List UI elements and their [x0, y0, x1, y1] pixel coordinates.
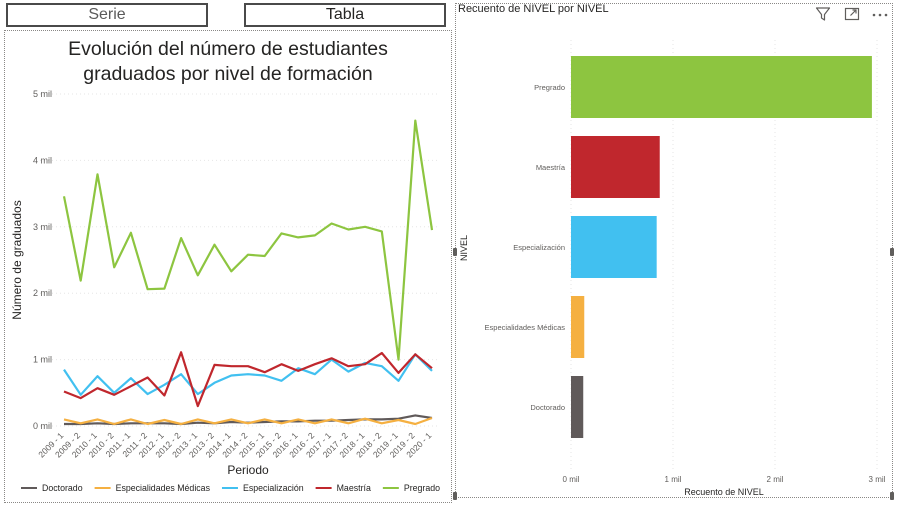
y-tick-label: 3 mil [33, 222, 52, 232]
resize-handle-left[interactable] [453, 248, 457, 256]
y-tick-label: 4 mil [33, 155, 52, 165]
legend-label-especialidades-medicas[interactable]: Especialidades Médicas [116, 483, 211, 493]
bar-especializacion[interactable] [571, 216, 657, 278]
series-line-maestria [63, 351, 433, 408]
x-axis-label: Periodo [227, 463, 269, 477]
legend-label-maestria[interactable]: Maestría [337, 483, 371, 493]
legend-label-pregrado[interactable]: Pregrado [404, 483, 440, 493]
y-tick-label: 5 mil [33, 89, 52, 99]
resize-handle-right[interactable] [890, 248, 894, 256]
y-axis-label: Número de graduados [10, 200, 24, 319]
bar-doctorado[interactable] [571, 376, 584, 438]
category-label-doctorado: Doctorado [530, 403, 565, 412]
focus-mode-icon[interactable] [844, 6, 860, 22]
category-label-maestria: Maestría [536, 163, 566, 172]
series-line-especialidades-medicas [63, 416, 433, 426]
filter-icon[interactable] [815, 6, 831, 22]
series-line-pregrado [62, 119, 434, 361]
x-axis-label: Recuento de NIVEL [684, 487, 764, 497]
x-tick-label: 0 mil [563, 475, 580, 484]
bar-pregrado[interactable] [571, 56, 872, 118]
bar-chart-header-title: Recuento de NIVEL por NIVEL [458, 3, 609, 15]
legend-label-doctorado[interactable]: Doctorado [42, 483, 83, 493]
tab-tabla[interactable]: Tabla [244, 3, 446, 27]
category-label-especialidades-medicas: Especialidades Médicas [485, 323, 566, 332]
line-chart-title-line-1: Evolución del número de estudiantes [68, 38, 388, 60]
x-tick-label: 1 mil [665, 475, 682, 484]
series-line-especializacion [63, 353, 433, 396]
x-tick-label: 2 mil [767, 475, 784, 484]
y-tick-label: 0 mil [33, 421, 52, 431]
bar-especialidades-medicas[interactable] [571, 296, 585, 358]
line-chart-title: Evolución del número de estudiantes grad… [18, 37, 438, 87]
category-label-especializacion: Especialización [513, 243, 565, 252]
category-label-pregrado: Pregrado [534, 83, 565, 92]
resize-handle-bottom-left[interactable] [453, 492, 457, 500]
left-visual-border [4, 30, 452, 503]
tab-serie[interactable]: Serie [6, 3, 208, 27]
resize-handle-bottom-right[interactable] [890, 492, 894, 500]
bar-maestria[interactable] [571, 136, 660, 198]
more-options-icon[interactable] [871, 6, 889, 22]
x-tick-label: 3 mil [869, 475, 886, 484]
y-tick-label: 1 mil [33, 355, 52, 365]
line-chart-title-line-2: graduados por nivel de formación [83, 63, 373, 85]
legend-label-especializacion[interactable]: Especialización [243, 483, 304, 493]
y-tick-label: 2 mil [33, 288, 52, 298]
y-axis-label: NIVEL [459, 235, 469, 261]
